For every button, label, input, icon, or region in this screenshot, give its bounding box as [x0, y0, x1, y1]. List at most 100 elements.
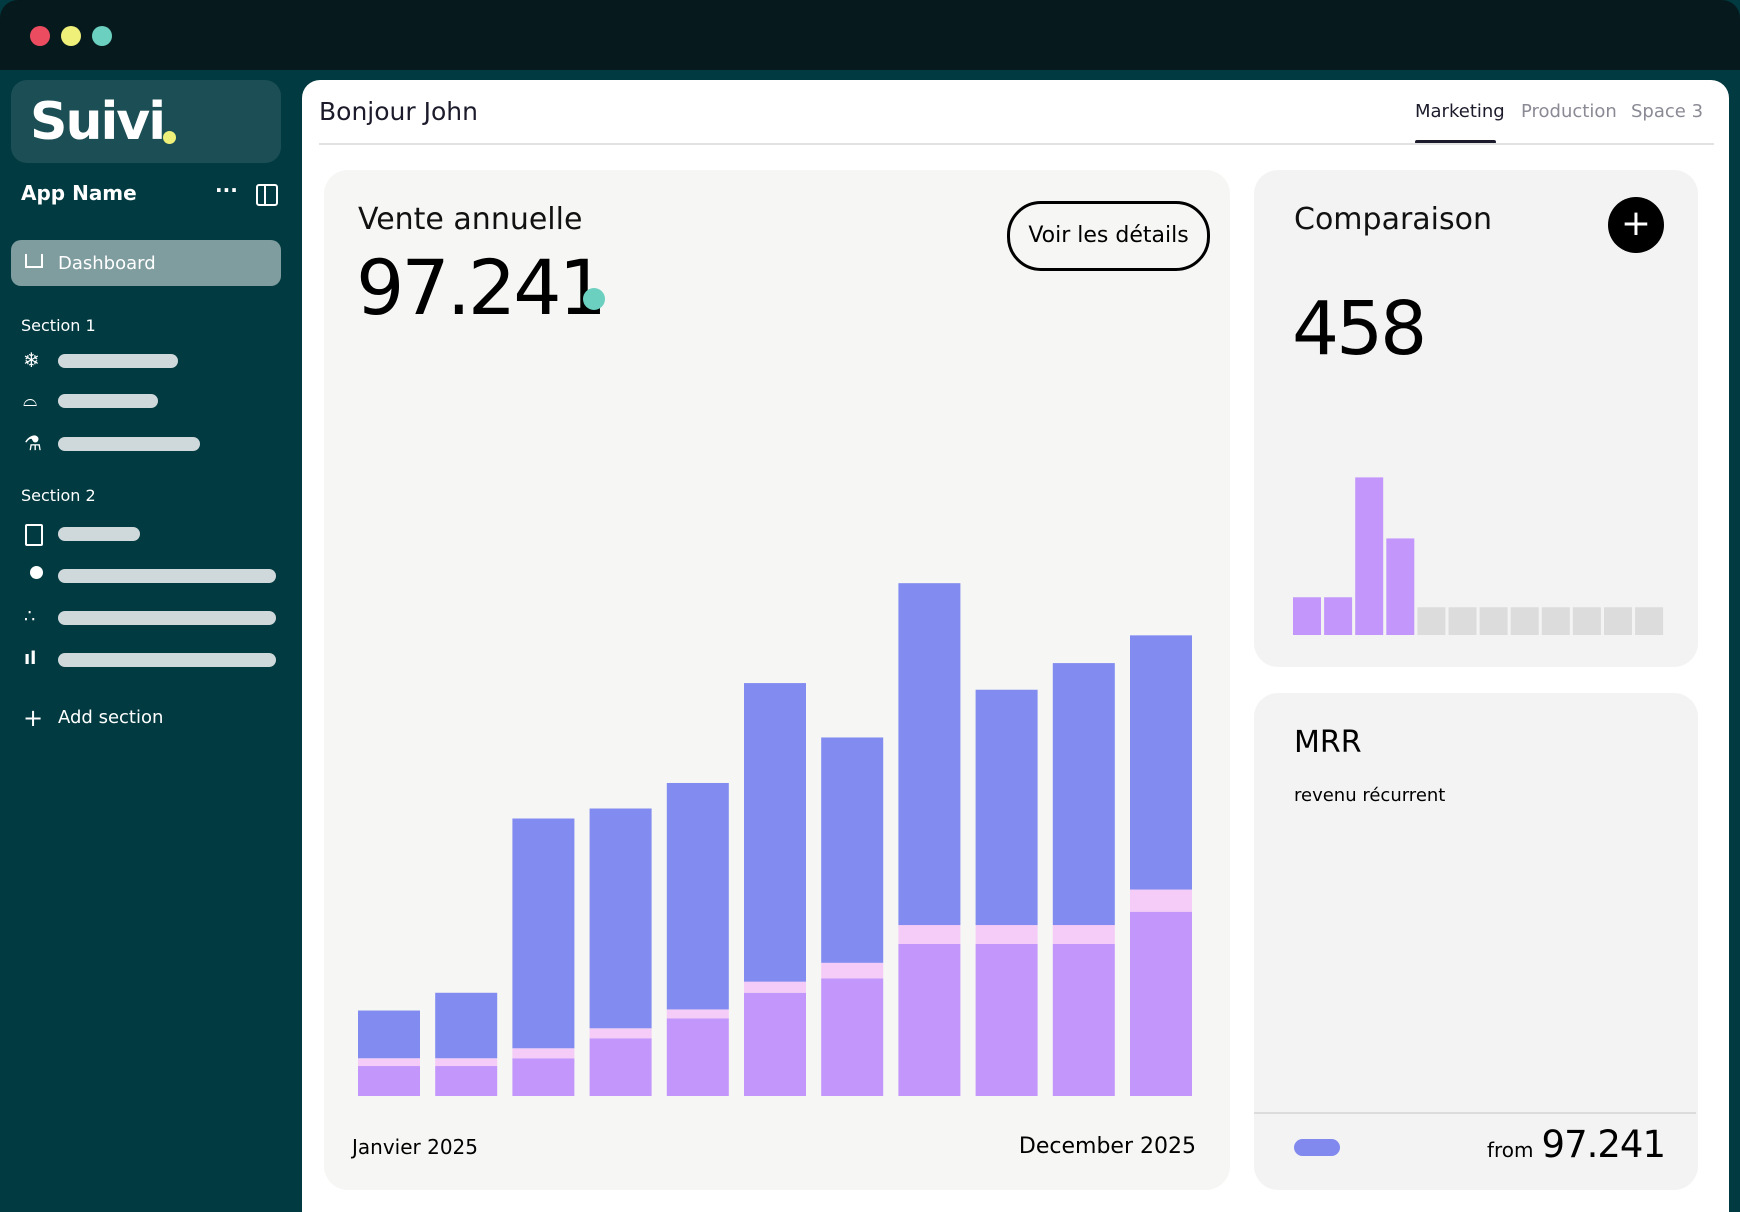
bar-segment: [1052, 925, 1115, 944]
tab-underline: [1415, 140, 1496, 144]
bar-segment: [512, 1058, 575, 1096]
bar-segment: [1130, 889, 1192, 912]
nav-icon: ⚗: [24, 431, 42, 455]
bar-segment: [744, 683, 806, 982]
bar-segment: [512, 818, 575, 1049]
nav-dashboard[interactable]: [11, 240, 281, 286]
bar-segment: [435, 1058, 498, 1067]
bar-segment: [435, 992, 498, 1059]
details-button[interactable]: Voir les détails: [1007, 201, 1210, 271]
bar-segment: [1130, 635, 1192, 890]
greeting: Bonjour John: [319, 97, 478, 126]
more-button[interactable]: ···: [215, 178, 238, 202]
bar-segment: [589, 1038, 652, 1096]
minimize-button[interactable]: [61, 26, 81, 46]
bar-segment: [898, 925, 961, 944]
comparison-card: [1254, 170, 1698, 667]
add-section[interactable]: Add section: [58, 707, 164, 728]
bar: [1386, 538, 1415, 635]
legend-pill: [1294, 1139, 1340, 1156]
nav-placeholder[interactable]: [58, 354, 178, 368]
maximize-button[interactable]: [92, 26, 112, 46]
nav-placeholder[interactable]: [58, 569, 276, 583]
bar-segment: [821, 737, 884, 963]
bar-segment: [821, 962, 884, 979]
header-line: [319, 143, 1714, 145]
title-bar: [0, 0, 1740, 70]
bar-segment: [435, 1066, 498, 1096]
logo-dot: [163, 131, 176, 144]
tab[interactable]: Space 3: [1631, 101, 1704, 122]
bar: [1448, 607, 1477, 635]
bar-segment: [1052, 663, 1115, 926]
nav-placeholder[interactable]: [58, 394, 158, 408]
nav-icon: ⌓: [23, 390, 38, 411]
app-name: App Name: [21, 181, 137, 205]
card-title: Vente annuelle: [358, 202, 583, 237]
bar: [1479, 607, 1508, 635]
nav-placeholder[interactable]: [58, 611, 276, 625]
close-button[interactable]: [30, 26, 50, 46]
bar-segment: [666, 1018, 729, 1096]
bar-segment: [512, 1048, 575, 1059]
bar: [1355, 477, 1384, 635]
bar-segment: [898, 943, 961, 1096]
nav-placeholder[interactable]: [58, 527, 140, 541]
home-icon: [25, 254, 43, 268]
bar: [1293, 597, 1321, 635]
divider: [1254, 1112, 1696, 1114]
bar: [1604, 607, 1632, 635]
bar: [1541, 607, 1570, 635]
tab[interactable]: Marketing: [1415, 101, 1505, 122]
bar: [1510, 607, 1539, 635]
sidebar-toggle[interactable]: [256, 184, 278, 206]
status-dot: [583, 288, 605, 310]
nav-placeholder[interactable]: [58, 437, 200, 451]
bar-segment: [666, 782, 729, 1010]
section-label: Section 1: [21, 316, 96, 335]
tab[interactable]: Production: [1521, 101, 1617, 122]
x-start-label: Janvier 2025: [352, 1135, 479, 1159]
section-label: Section 2: [21, 486, 96, 505]
logo: Suivi: [30, 92, 166, 152]
headline: 97.241: [356, 243, 607, 332]
bar-segment: [975, 943, 1038, 1096]
bar: [1635, 607, 1664, 635]
bar-segment: [744, 992, 806, 1096]
add-icon[interactable]: +: [23, 704, 44, 732]
bar-segment: [589, 808, 652, 1029]
bar-segment: [898, 583, 961, 926]
nav-icon: ❄: [23, 348, 40, 372]
nav-label: Dashboard: [58, 253, 156, 274]
bar-segment: [744, 981, 806, 993]
bar-segment: [666, 1009, 729, 1019]
headline: 458: [1292, 286, 1427, 372]
nav-icon: ıl: [24, 648, 37, 669]
nav-placeholder[interactable]: [58, 653, 276, 667]
bar: [1572, 607, 1601, 635]
bar-segment: [358, 1010, 420, 1059]
from-row: from 97.241: [1486, 1123, 1666, 1166]
mrr-card: [1254, 693, 1698, 1190]
bar-segment: [358, 1066, 420, 1096]
card-title: MRR: [1294, 725, 1362, 760]
from-label: from: [1486, 1138, 1534, 1162]
nav-icon: ∴: [24, 606, 36, 627]
bar-segment: [975, 925, 1038, 944]
bar-segment: [975, 689, 1038, 926]
logo-box: [11, 80, 281, 163]
bar: [1324, 597, 1353, 635]
bar-segment: [1130, 911, 1192, 1096]
nav-icon: [30, 566, 43, 579]
x-end-label: December 2025: [1018, 1134, 1196, 1159]
nav-icon: [25, 524, 43, 546]
bar: [1417, 607, 1446, 635]
bar-segment: [589, 1028, 652, 1039]
bar-segment: [358, 1058, 420, 1067]
add-button[interactable]: +: [1608, 197, 1664, 253]
card-title: Comparaison: [1294, 202, 1493, 237]
bar-segment: [1052, 943, 1115, 1096]
from-value: 97.241: [1541, 1123, 1666, 1166]
